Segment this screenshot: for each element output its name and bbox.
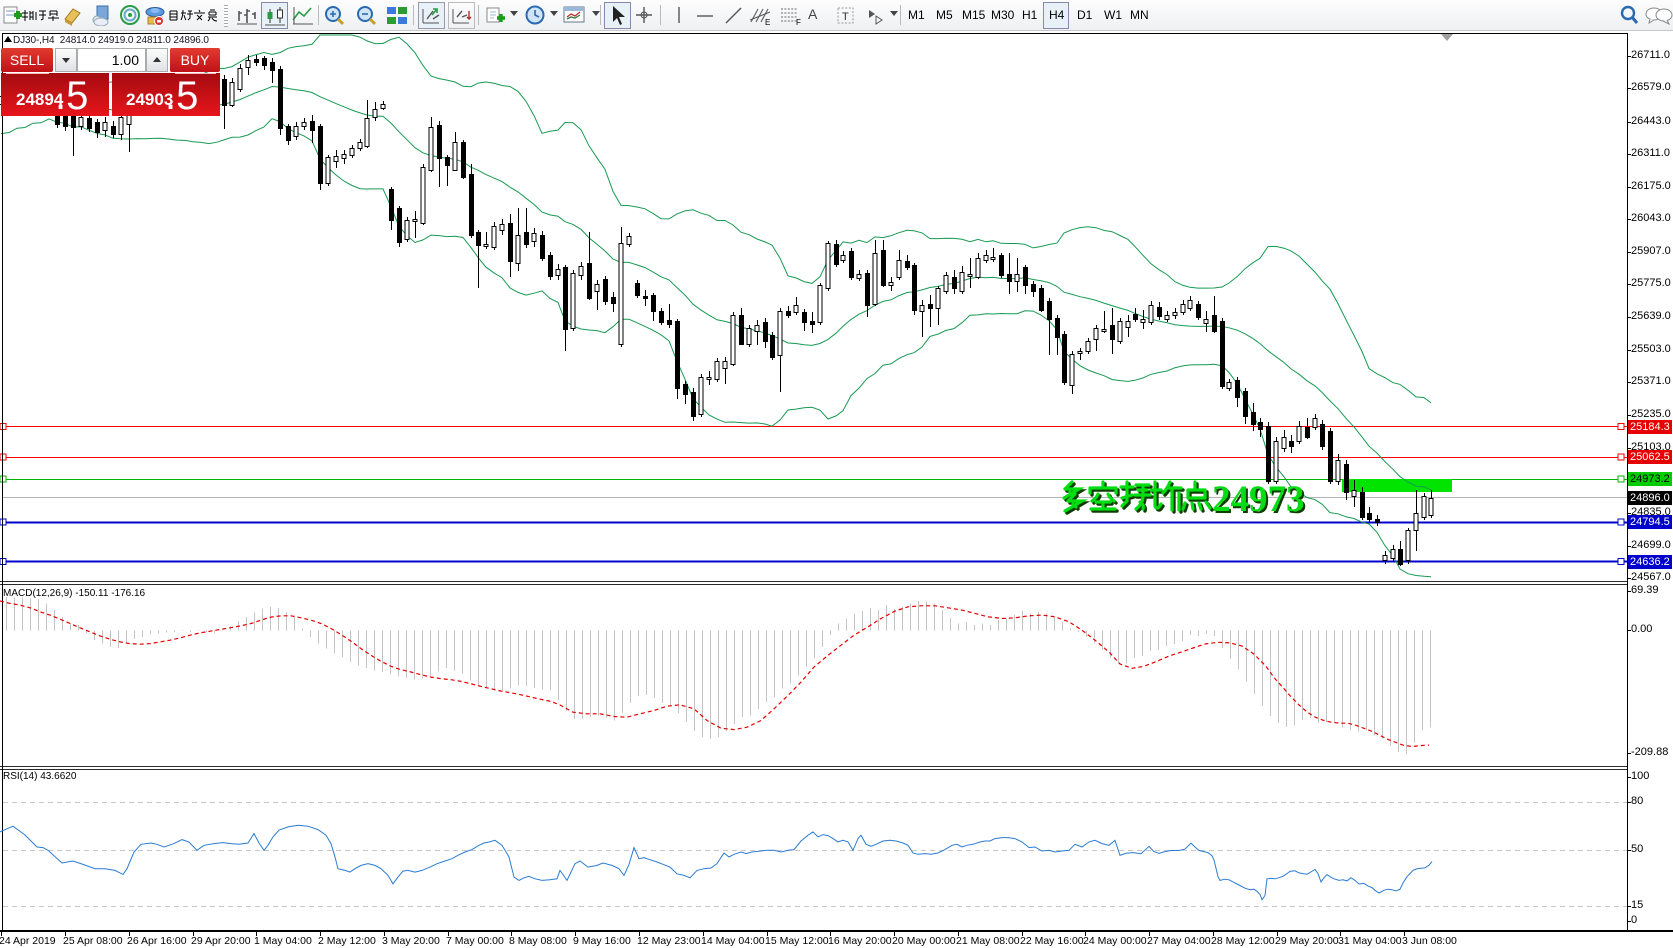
svg-text:E: E (765, 18, 770, 27)
svg-text:F: F (796, 18, 801, 27)
svg-text:T: T (842, 11, 849, 23)
